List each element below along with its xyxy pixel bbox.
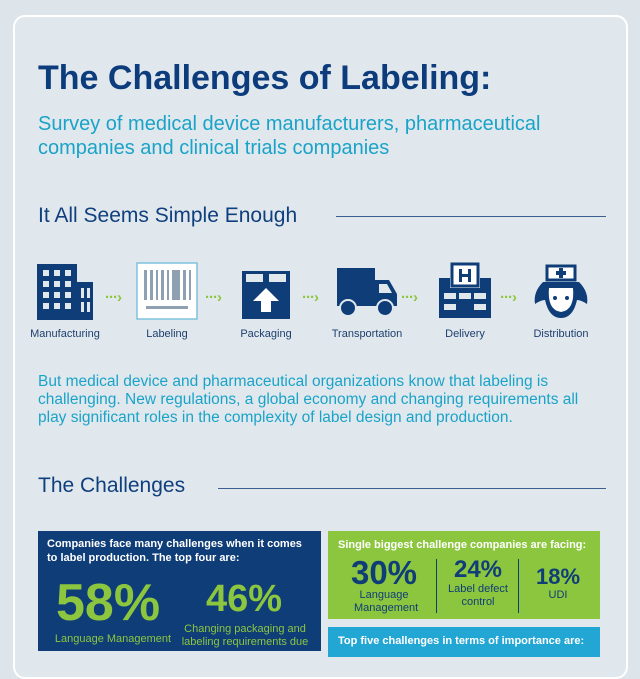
step-label: Delivery — [445, 328, 485, 340]
arrow-icon: ···› — [500, 289, 517, 306]
stat: 30% Language Management — [338, 556, 430, 615]
step-delivery: Delivery — [420, 262, 510, 341]
top-five-intro: Top five challenges in terms of importan… — [338, 635, 585, 647]
biggest-challenge-panel: Single biggest challenge companies are f… — [328, 531, 600, 619]
step-label: Distribution — [533, 328, 589, 340]
stat-value: 18% — [535, 564, 581, 589]
stat-label: Language Management — [354, 589, 419, 614]
top-four-intro: Companies face many challenges when it c… — [47, 538, 302, 564]
divider — [518, 559, 519, 613]
factory-icon — [37, 264, 93, 320]
section-heading-simple: It All Seems Simple Enough — [38, 204, 298, 227]
stat: 24% Label defect control — [438, 557, 518, 609]
arrow-icon: ···› — [205, 289, 222, 306]
stat-label: Label defect control — [448, 583, 508, 608]
step-transportation: Transportation — [322, 262, 412, 341]
stat-value: 30% — [350, 554, 418, 591]
truck-icon — [337, 268, 397, 317]
section-divider — [218, 488, 606, 489]
step-label: Manufacturing — [30, 328, 100, 340]
stat-value: 46% — [206, 578, 283, 620]
stat-value: 58% — [56, 574, 161, 632]
stat: 18% UDI — [522, 565, 594, 602]
biggest-intro: Single biggest challenge companies are f… — [338, 539, 587, 551]
arrow-icon: ···› — [302, 289, 319, 306]
step-labeling: Labeling — [122, 262, 212, 341]
barcode-icon — [136, 262, 198, 320]
stat-value: 24% — [453, 556, 503, 583]
step-packaging: Packaging — [221, 262, 311, 341]
intro-paragraph: But medical device and pharmaceutical or… — [38, 373, 579, 426]
step-distribution: Distribution — [516, 262, 606, 341]
step-manufacturing: Manufacturing — [20, 262, 110, 341]
stat-label: UDI — [548, 589, 568, 601]
box-icon — [242, 271, 290, 319]
page-subtitle: Survey of medical device manufacturers, … — [38, 113, 541, 159]
step-label: Labeling — [146, 328, 188, 340]
nurse-icon — [534, 264, 588, 318]
step-label: Packaging — [240, 328, 292, 340]
top-four-panel: Companies face many challenges when it c… — [38, 531, 321, 651]
stat-label: Changing packaging and labeling requirem… — [181, 623, 309, 648]
section-heading-challenges: The Challenges — [38, 474, 186, 497]
hospital-icon — [439, 262, 491, 318]
divider — [436, 559, 437, 613]
section-divider — [336, 216, 606, 217]
arrow-icon: ···› — [401, 289, 418, 306]
top-five-panel: Top five challenges in terms of importan… — [328, 627, 600, 657]
page-title: The Challenges of Labeling: — [38, 59, 492, 97]
step-label: Transportation — [331, 328, 403, 340]
arrow-icon: ···› — [105, 289, 122, 306]
